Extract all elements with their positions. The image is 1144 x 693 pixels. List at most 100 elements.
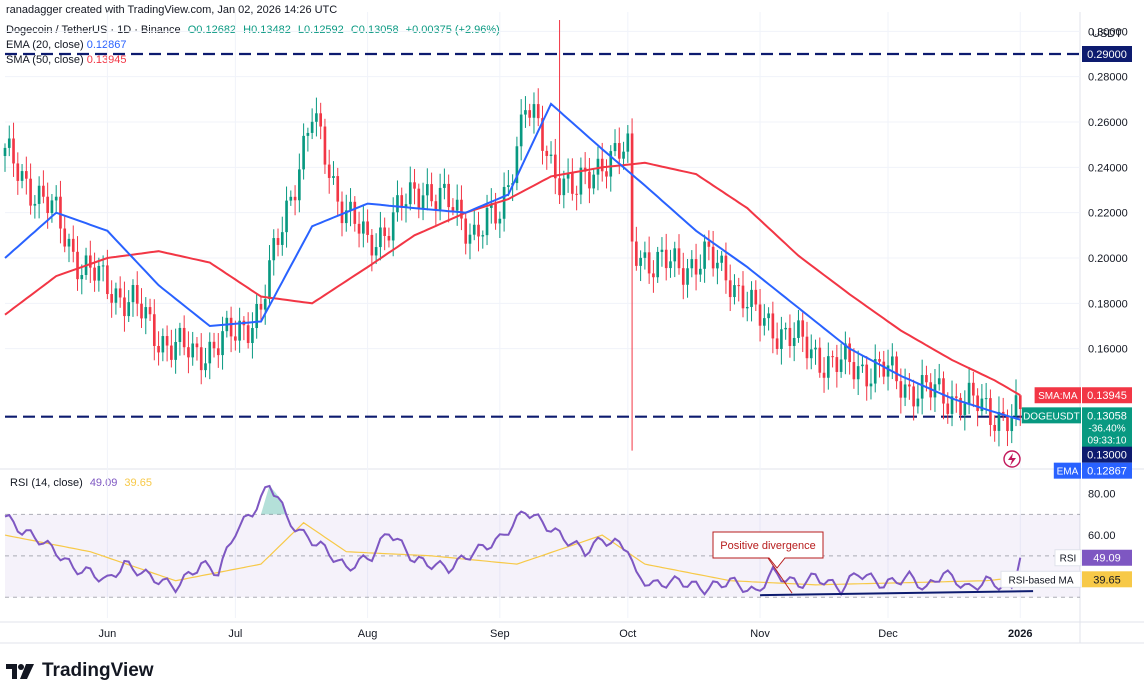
rsi-legend[interactable]: RSI (14, close) 49.09 39.65	[10, 477, 152, 489]
rsi-tag-value-bg	[1082, 571, 1132, 588]
candle-body	[797, 320, 800, 338]
rsi-tick-label: 80.00	[1088, 489, 1116, 501]
candle-body	[140, 303, 143, 319]
candle-body	[246, 325, 250, 344]
price-tag-name: DOGEUSDT	[1023, 411, 1080, 422]
candle-body	[869, 383, 873, 387]
flash-icon[interactable]	[1003, 450, 1021, 468]
candle-body	[814, 347, 817, 350]
price-tag-value-bg	[1082, 462, 1132, 479]
candle-body	[344, 210, 348, 224]
candle-body	[519, 114, 523, 147]
candle-body	[908, 384, 911, 387]
candle-body	[379, 227, 382, 248]
candle-body	[613, 143, 617, 152]
candle-body	[660, 249, 664, 252]
candle-body	[835, 357, 839, 372]
candle-body	[809, 349, 813, 359]
candle-body	[758, 304, 762, 326]
ema-legend[interactable]: EMA (20, close) 0.12867	[6, 39, 126, 51]
candle-body	[408, 182, 412, 205]
candle-body	[571, 173, 574, 194]
candle-body	[396, 195, 399, 213]
price-tick-label: 0.24000	[1088, 162, 1128, 174]
candle-body	[502, 186, 506, 219]
candle-body	[88, 255, 92, 268]
candle-body	[421, 195, 425, 209]
candle-body	[656, 251, 660, 278]
ema-label: EMA (20, close)	[6, 39, 84, 51]
candle-body	[728, 280, 732, 298]
candle-body	[336, 176, 340, 202]
level-tag-label: 0.29000	[1087, 49, 1127, 61]
candle-body	[681, 268, 685, 285]
price-tick-label: 0.20000	[1088, 253, 1128, 265]
candle-body	[741, 285, 745, 309]
candle-body	[212, 341, 216, 349]
candle-body	[123, 297, 126, 317]
time-axis: Jun Jul Aug Sep Oct Nov Dec 2026	[99, 628, 1033, 640]
price-tag-name-bg	[1053, 462, 1081, 479]
candle-body	[1014, 395, 1018, 416]
candle-body	[984, 398, 988, 400]
candle-body	[161, 336, 165, 353]
price-tag-name: SMA:MA	[1038, 391, 1078, 402]
candle-body	[852, 362, 856, 380]
candle-body	[588, 171, 591, 189]
price-tag-value-bg	[1082, 387, 1132, 404]
ema-20-line	[4, 102, 1021, 421]
candle-body	[50, 200, 54, 214]
candle-body	[387, 235, 391, 241]
candle-body	[383, 227, 386, 236]
candle-body	[16, 163, 20, 181]
price-tick-label: 0.18000	[1088, 298, 1128, 310]
candle-body	[46, 196, 49, 214]
tradingview-logo[interactable]: TradingView	[6, 660, 154, 682]
candle-body	[925, 375, 928, 383]
price-tag-value: 0.13945	[1087, 390, 1127, 402]
candle-body	[391, 212, 395, 241]
candle-body	[315, 113, 318, 122]
candle-body	[37, 185, 41, 204]
candle-body	[255, 303, 259, 329]
candle-body	[400, 195, 404, 208]
candle-body	[707, 241, 711, 247]
candle-body	[716, 262, 719, 269]
sma-label: SMA (50, close)	[6, 54, 84, 66]
candle-body	[362, 221, 365, 234]
candle-body	[152, 314, 156, 346]
price-tick-label: 0.26000	[1088, 117, 1128, 129]
candle-body	[498, 218, 502, 224]
candle-body	[417, 188, 421, 209]
candle-body	[148, 307, 152, 315]
candle-body	[515, 146, 519, 184]
symbol-legend[interactable]: Dogecoin / TetherUS · 1D · Binance O0.12…	[6, 24, 500, 36]
sma-legend[interactable]: SMA (50, close) 0.13945	[6, 54, 126, 66]
price-tag-name-bg	[1034, 387, 1081, 404]
annotation-pointer	[767, 557, 793, 594]
time-tick-label: Aug	[358, 628, 378, 640]
candle-body	[327, 164, 331, 178]
candle-body	[946, 403, 950, 414]
candle-body	[903, 384, 907, 398]
candle-body	[272, 238, 276, 261]
candle-body	[263, 299, 267, 310]
candle-body	[472, 224, 476, 235]
candle-body	[285, 200, 288, 233]
created-by-header: ranadagger created with TradingView.com,…	[6, 4, 338, 16]
candle-body	[699, 268, 702, 275]
candle-body	[63, 228, 67, 247]
candle-body	[310, 121, 314, 133]
candle-body	[937, 378, 941, 385]
candle-body	[234, 336, 237, 341]
candle-body	[579, 167, 583, 195]
candle-body	[460, 199, 463, 219]
rsi-panel: Positive divergence	[4, 484, 1080, 598]
price-tick-label: 0.30000	[1088, 26, 1128, 38]
time-tick-label: Sep	[490, 628, 510, 640]
rsi-tag-name: RSI	[1060, 554, 1077, 565]
ema-value: 0.12867	[86, 39, 127, 51]
candle-body	[340, 201, 344, 224]
candle-body	[856, 366, 860, 380]
